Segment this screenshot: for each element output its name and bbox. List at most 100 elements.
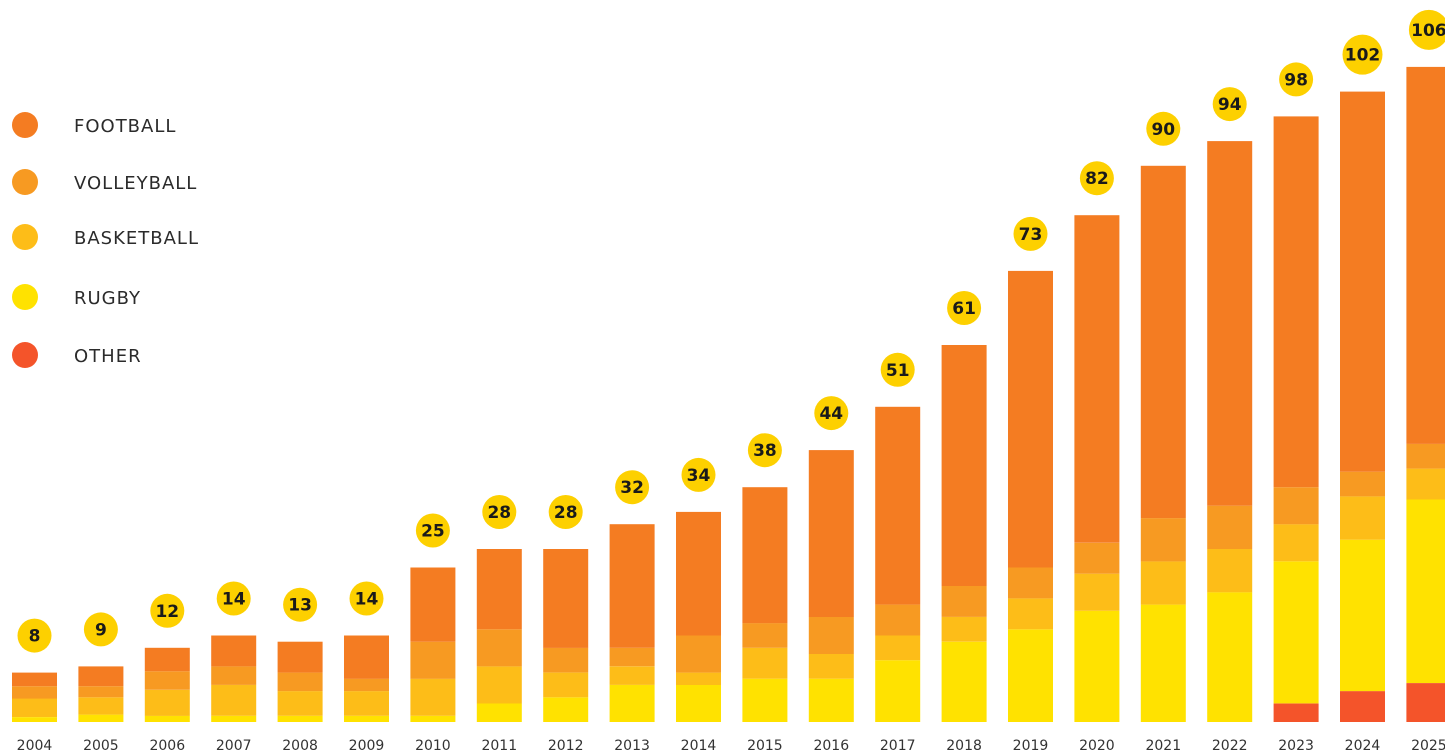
total-badge-2024: [1342, 34, 1383, 75]
bar-segment-volleyball-2016: [808, 616, 854, 654]
x-tick-label-2005: 2005: [83, 738, 119, 754]
x-tick-label-2021: 2021: [1145, 738, 1181, 754]
bar-segment-volleyball-2021: [1140, 518, 1186, 562]
x-tick-label-2022: 2022: [1212, 738, 1248, 754]
bar-segment-rugby-2004: [12, 717, 57, 722]
bar-segment-volleyball-2005: [78, 686, 124, 698]
bar-segment-basketball-2021: [1140, 561, 1186, 605]
bar-segment-volleyball-2013: [609, 647, 655, 667]
bar-segment-basketball-2019: [1008, 598, 1053, 630]
bar-segment-basketball-2013: [609, 666, 655, 685]
bar-segment-basketball-2025: [1406, 468, 1445, 500]
bar-segment-basketball-2012: [543, 672, 589, 698]
bar-segment-rugby-2018: [941, 641, 987, 722]
bar-segment-football-2021: [1140, 165, 1186, 519]
total-badge-2008: [283, 587, 318, 622]
bar-segment-basketball-2008: [277, 691, 323, 716]
bar-segment-rugby-2022: [1207, 592, 1253, 722]
bar-segment-basketball-2009: [344, 691, 389, 716]
x-tick-label-2014: 2014: [681, 738, 717, 754]
legend-item-basketball: BASKETBALL: [12, 224, 272, 250]
total-badge-2014: [681, 457, 716, 492]
bar-segment-volleyball-2006: [144, 671, 190, 690]
x-tick-label-2015: 2015: [747, 738, 783, 754]
total-label-2011: 28: [487, 503, 511, 523]
bar-segment-football-2019: [1008, 270, 1053, 568]
bar-segment-football-2006: [144, 647, 190, 672]
bar-segment-basketball-2022: [1207, 549, 1253, 593]
bar-segment-football-2005: [78, 666, 124, 687]
bar-segment-basketball-2024: [1340, 496, 1385, 540]
bar-segment-other-2024: [1340, 691, 1385, 722]
bar-segment-basketball-2017: [875, 635, 921, 661]
bar-segment-rugby-2009: [344, 715, 389, 722]
bar-segment-rugby-2014: [676, 684, 721, 722]
total-badge-2013: [615, 470, 650, 505]
total-label-2005: 9: [95, 620, 107, 640]
total-label-2020: 82: [1085, 169, 1109, 189]
x-tick-label-2004: 2004: [17, 738, 53, 754]
bar-segment-football-2009: [344, 635, 389, 679]
total-label-2023: 98: [1284, 70, 1308, 90]
bar-segment-football-2012: [543, 549, 589, 648]
bar-segment-rugby-2017: [875, 660, 921, 722]
bar-segment-basketball-2007: [211, 684, 257, 716]
total-label-2017: 51: [886, 361, 910, 381]
total-badge-2025: [1408, 9, 1445, 50]
bar-segment-basketball-2023: [1273, 524, 1319, 562]
bar-segment-football-2014: [676, 511, 721, 636]
total-badge-2006: [150, 593, 185, 628]
bar-segment-volleyball-2018: [941, 586, 987, 617]
bar-segment-rugby-2011: [476, 703, 522, 722]
total-badge-2021: [1146, 111, 1181, 146]
bar-segment-volleyball-2017: [875, 604, 921, 636]
bar-segment-football-2008: [277, 641, 323, 673]
bar-segment-volleyball-2023: [1273, 487, 1319, 525]
x-tick-label-2025: 2025: [1411, 738, 1445, 754]
legend-item-rugby: RUGBY: [12, 284, 272, 310]
bar-segment-football-2016: [808, 450, 854, 617]
bar-segment-basketball-2004: [12, 698, 57, 717]
bar-segment-football-2023: [1273, 116, 1319, 488]
bar-segment-football-2010: [410, 567, 456, 642]
total-badge-2018: [947, 291, 982, 325]
total-label-2010: 25: [421, 522, 445, 542]
bar-segment-basketball-2020: [1074, 573, 1120, 611]
bar-segment-rugby-2019: [1008, 629, 1053, 722]
x-tick-label-2011: 2011: [481, 738, 517, 754]
bar-segment-football-2013: [609, 524, 655, 648]
legend-dot-basketball: [12, 224, 38, 250]
legend-label-other: OTHER: [74, 346, 142, 367]
bar-segment-rugby-2023: [1273, 561, 1319, 704]
legend-label-rugby: RUGBY: [74, 288, 141, 309]
bar-segment-rugby-2025: [1406, 499, 1445, 683]
total-badge-2012: [548, 495, 583, 529]
x-tick-label-2007: 2007: [216, 738, 252, 754]
total-label-2009: 14: [355, 590, 379, 610]
bar-segment-volleyball-2022: [1207, 505, 1253, 549]
legend-dot-volleyball: [12, 169, 38, 195]
bar-segment-volleyball-2008: [277, 672, 323, 692]
bar-segment-football-2022: [1207, 141, 1253, 506]
total-label-2025: 106: [1411, 21, 1445, 41]
legend-item-other: OTHER: [12, 342, 272, 368]
bar-segment-football-2024: [1340, 91, 1385, 472]
total-label-2012: 28: [554, 503, 578, 523]
bar-segment-volleyball-2011: [476, 629, 522, 667]
legend-item-volleyball: VOLLEYBALL: [12, 169, 272, 195]
bar-segment-volleyball-2012: [543, 647, 589, 673]
total-badge-2010: [415, 513, 450, 548]
bar-segment-rugby-2012: [543, 697, 589, 722]
total-label-2015: 38: [753, 441, 777, 461]
bar-segment-basketball-2016: [808, 654, 854, 679]
legend-label-volleyball: VOLLEYBALL: [74, 173, 198, 194]
x-tick-label-2024: 2024: [1345, 738, 1381, 754]
bar-segment-basketball-2018: [941, 616, 987, 642]
bar-segment-football-2011: [476, 549, 522, 630]
bar-segment-rugby-2024: [1340, 539, 1385, 692]
x-tick-label-2009: 2009: [349, 738, 385, 754]
total-badge-2007: [216, 581, 251, 616]
bar-segment-basketball-2015: [742, 647, 788, 679]
total-badge-2015: [747, 433, 782, 468]
